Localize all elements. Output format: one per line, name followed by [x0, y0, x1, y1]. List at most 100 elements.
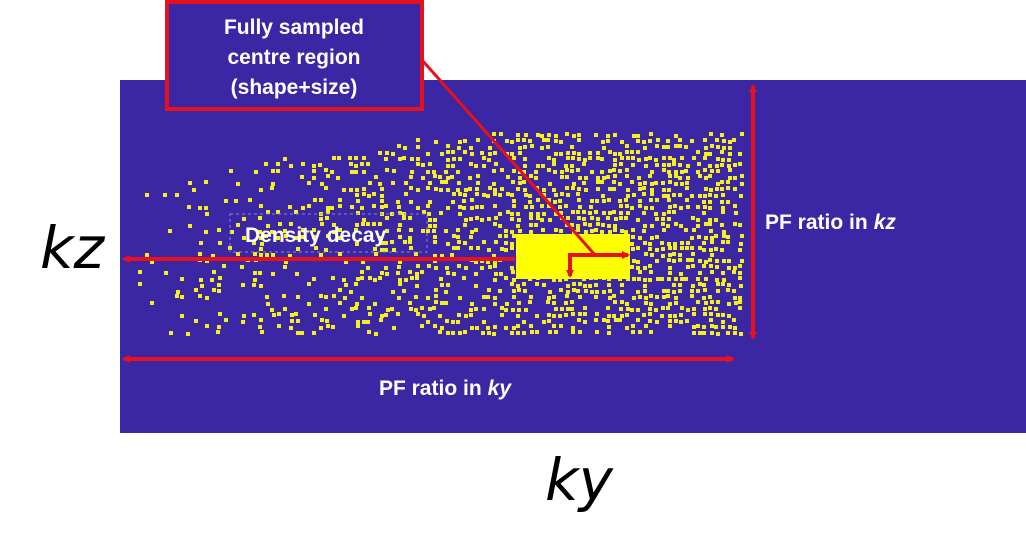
sample-dot [608, 230, 612, 234]
sample-dot [360, 296, 364, 300]
sample-dot [738, 223, 742, 227]
sample-dot [242, 217, 246, 221]
sample-dot [482, 156, 486, 160]
sample-dot [619, 211, 623, 215]
sample-dot [624, 230, 628, 234]
sample-dot [625, 174, 629, 178]
sample-dot [342, 314, 346, 318]
sample-dot [708, 306, 712, 310]
sample-dot [350, 205, 354, 209]
sample-dot [596, 187, 600, 191]
sample-dot [475, 205, 479, 209]
sample-dot [312, 228, 316, 232]
sample-dot [493, 296, 497, 300]
sample-dot [307, 181, 311, 185]
sample-dot [476, 138, 480, 142]
sample-dot [344, 260, 348, 264]
sample-dot [710, 240, 714, 244]
sample-dot [486, 326, 490, 330]
sample-dot [612, 168, 616, 172]
sample-dot [678, 283, 682, 287]
sample-dot [498, 234, 502, 238]
sample-dot [655, 295, 659, 299]
sample-dot [554, 193, 558, 197]
sample-dot [566, 193, 570, 197]
sample-dot [678, 258, 682, 262]
sample-dot [559, 229, 563, 233]
sample-dot [416, 188, 420, 192]
sample-dot [726, 240, 730, 244]
sample-dot [728, 176, 732, 180]
sample-dot [259, 247, 263, 251]
sample-dot [667, 242, 671, 246]
sample-dot [703, 138, 707, 142]
sample-dot [715, 259, 719, 263]
sample-dot [349, 162, 353, 166]
sample-dot [620, 314, 624, 318]
sample-dot [740, 132, 744, 136]
sample-dot [516, 324, 520, 328]
sample-dot [342, 278, 346, 282]
sample-dot [716, 169, 720, 173]
sample-dot [391, 152, 395, 156]
sample-dot [692, 228, 696, 232]
sample-dot [589, 205, 593, 209]
sample-dot [426, 186, 430, 190]
sample-dot [703, 205, 707, 209]
sample-dot [194, 319, 198, 323]
sample-dot [691, 264, 695, 268]
sample-dot [720, 133, 724, 137]
sample-dot [428, 307, 432, 311]
sample-dot [168, 229, 172, 233]
sample-dot [360, 276, 364, 280]
sample-dot [650, 224, 654, 228]
sample-dot [512, 199, 516, 203]
sample-dot [552, 295, 556, 299]
sample-dot [391, 181, 395, 185]
sample-dot [720, 180, 724, 184]
sample-dot [396, 200, 400, 204]
sample-dot [217, 283, 221, 287]
sample-dot [536, 216, 540, 220]
sample-dot [547, 198, 551, 202]
sample-dot [582, 210, 586, 214]
sample-dot [716, 313, 720, 317]
sample-dot [475, 216, 479, 220]
sample-dot [254, 170, 258, 174]
sample-dot [667, 277, 671, 281]
sample-dot [648, 242, 652, 246]
sample-dot [668, 180, 672, 184]
sample-dot [661, 247, 665, 251]
sample-dot [384, 248, 388, 252]
sample-dot [444, 301, 448, 305]
annotation-line: (shape+size) [231, 76, 358, 99]
sample-dot [458, 205, 462, 209]
sample-dot [696, 224, 700, 228]
sample-dot [470, 230, 474, 234]
sample-dot [662, 145, 666, 149]
sample-dot [596, 151, 600, 155]
sample-dot [691, 252, 695, 256]
sample-dot [686, 176, 690, 180]
sample-dot [516, 138, 520, 142]
sample-dot [320, 318, 324, 322]
sample-dot [686, 258, 690, 262]
sample-dot [638, 182, 642, 186]
sample-dot [398, 223, 402, 227]
sample-dot [644, 206, 648, 210]
sample-dot [438, 175, 442, 179]
sample-dot [487, 248, 491, 252]
sample-dot [259, 188, 263, 192]
sample-dot [721, 271, 725, 275]
sample-dot [709, 248, 713, 252]
sample-dot [727, 283, 731, 287]
sample-dot [248, 198, 252, 202]
sample-dot [666, 224, 670, 228]
sample-dot [696, 277, 700, 281]
sample-dot [594, 283, 598, 287]
sample-dot [450, 175, 454, 179]
sample-dot [421, 229, 425, 233]
sample-dot [332, 230, 336, 234]
sample-dot [691, 216, 695, 220]
sample-dot [446, 206, 450, 210]
